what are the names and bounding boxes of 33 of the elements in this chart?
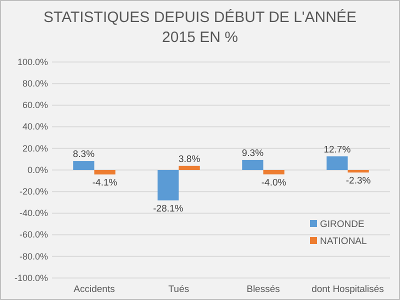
y-tick-label: 60.0% xyxy=(22,100,48,110)
y-tick-label: -60.0% xyxy=(19,230,48,240)
chart-title: STATISTIQUES DEPUIS DÉBUT DE L'ANNÉE 2015 EN % xyxy=(44,8,356,46)
legend-label: NATIONAL xyxy=(320,236,367,248)
x-tick-label: dont Hospitalisés xyxy=(312,284,384,295)
data-label: -4.0% xyxy=(261,177,287,188)
legend-label: GIRONDE xyxy=(320,219,364,230)
bar xyxy=(178,166,200,170)
bar xyxy=(326,156,348,170)
y-tick-label: -100.0% xyxy=(14,272,48,283)
y-tick-label: -80.0% xyxy=(19,251,48,262)
x-tick-label: Tués xyxy=(168,284,190,295)
data-label: 3.8% xyxy=(178,154,201,165)
data-label: -28.1% xyxy=(153,203,184,214)
bar xyxy=(242,160,264,170)
y-tick-label: 80.0% xyxy=(22,78,48,88)
bar xyxy=(158,170,179,200)
y-tick-label: 20.0% xyxy=(22,143,48,154)
y-tick-label: 100.0% xyxy=(17,56,48,67)
y-tick-label: -20.0% xyxy=(19,186,48,196)
bar xyxy=(73,161,94,170)
x-tick-label: Blessés xyxy=(246,284,280,295)
x-tick-label: Accidents xyxy=(74,284,116,295)
y-tick-label: -40.0% xyxy=(19,208,48,218)
data-label: -4.1% xyxy=(92,177,118,188)
bar xyxy=(263,170,284,174)
data-label: 8.3% xyxy=(72,149,96,160)
data-label: 12.7% xyxy=(324,144,352,156)
bar xyxy=(94,170,116,174)
data-label: 9.3% xyxy=(242,148,264,159)
y-tick-label: 40.0% xyxy=(22,122,48,132)
y-tick-label: 0.0% xyxy=(27,164,48,175)
data-label: -2.3% xyxy=(346,175,372,186)
